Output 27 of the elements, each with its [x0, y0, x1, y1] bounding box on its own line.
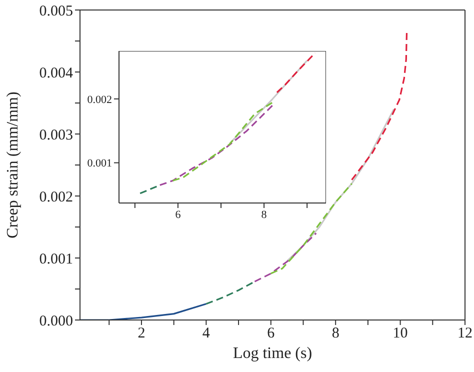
line-series	[172, 101, 274, 182]
y-tick-label: 0.002	[39, 189, 73, 206]
x-tick-label: 8	[261, 208, 268, 221]
y-tick-label: 0.001	[39, 251, 73, 268]
x-tick-label: 12	[458, 326, 472, 342]
line-series	[80, 303, 207, 320]
line-series	[270, 182, 353, 274]
y-tick-label: 0.004	[39, 65, 74, 82]
line-series	[254, 232, 317, 282]
x-axis-title: Log time (s)	[232, 345, 312, 362]
y-axis-title: Creep strain (mm/mm)	[4, 92, 22, 238]
y-tick-label: 0.001	[87, 158, 112, 170]
x-tick-label: 6	[175, 208, 182, 221]
x-tick-label: 10	[392, 326, 408, 342]
y-tick-label: 0.000	[39, 313, 73, 330]
line-series	[350, 30, 408, 181]
y-tick-label: 0.005	[39, 3, 73, 20]
y-tick-label: 0.002	[87, 94, 112, 106]
x-tick-label: 6	[267, 326, 276, 342]
x-tick-label: 8	[332, 326, 340, 342]
line-series	[286, 108, 395, 262]
y-tick-label: 0.003	[39, 127, 73, 144]
line-series	[228, 60, 308, 144]
x-tick-label: 4	[202, 326, 210, 342]
x-tick-label: 2	[138, 326, 146, 342]
line-series	[205, 280, 256, 305]
line-series	[159, 104, 274, 186]
